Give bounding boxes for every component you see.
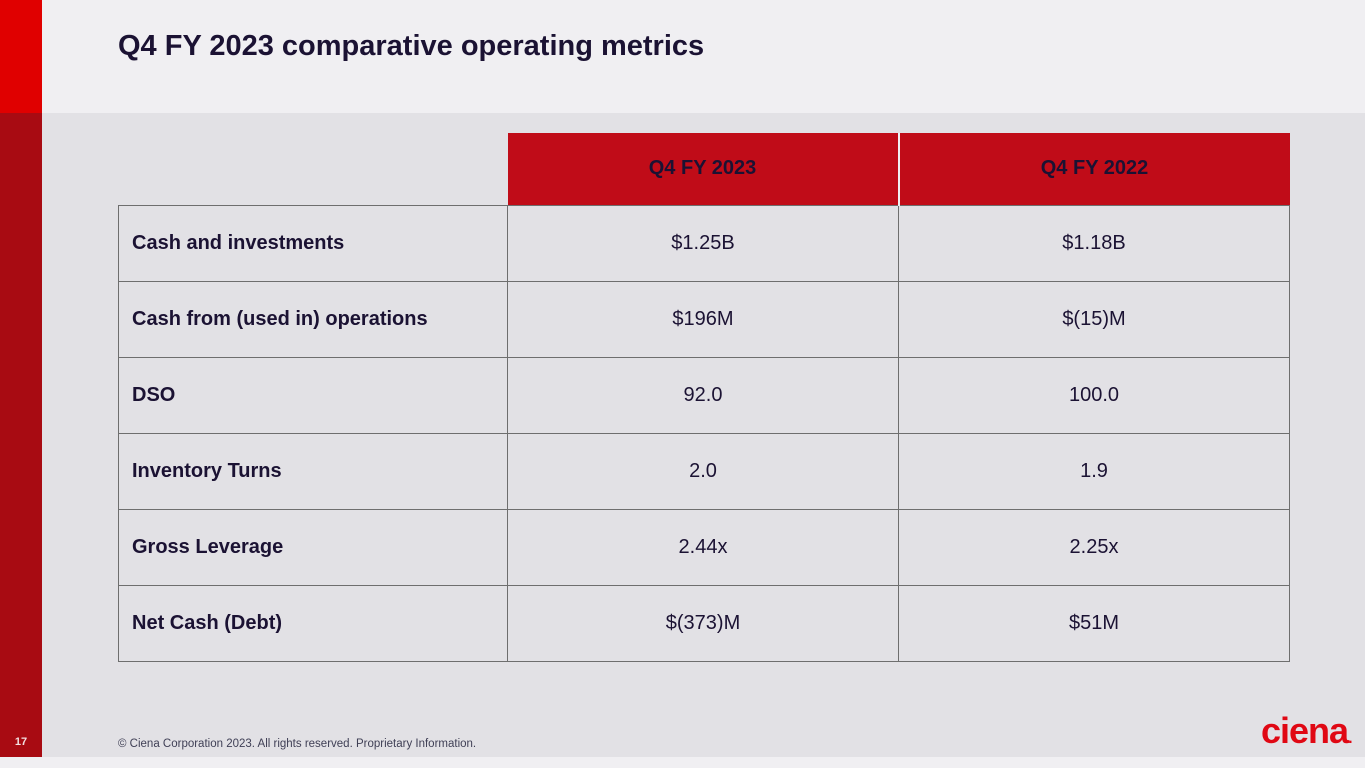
table-row: Gross Leverage 2.44x 2.25x	[118, 508, 1290, 586]
table-row: Cash and investments $1.25B $1.18B	[118, 204, 1290, 282]
row-label: Cash and investments	[118, 204, 508, 282]
title-band	[0, 0, 1365, 113]
row-value: 92.0	[507, 356, 899, 434]
row-value: $1.18B	[898, 204, 1290, 282]
row-label: Cash from (used in) operations	[118, 280, 508, 358]
page-number: 17	[14, 736, 28, 748]
row-value: $(373)M	[507, 584, 899, 662]
row-value: 2.0	[507, 432, 899, 510]
row-value: 2.44x	[507, 508, 899, 586]
ciena-logo-text: ciena	[1261, 710, 1349, 751]
row-value: $196M	[507, 280, 899, 358]
left-accent-bar	[0, 0, 42, 757]
row-value: $(15)M	[898, 280, 1290, 358]
table-row: Cash from (used in) operations $196M $(1…	[118, 280, 1290, 358]
row-value: 100.0	[898, 356, 1290, 434]
ciena-logo: ciena.	[1261, 713, 1353, 749]
bottom-strip	[0, 757, 1365, 768]
slide-title: Q4 FY 2023 comparative operating metrics	[118, 30, 705, 62]
row-label: Net Cash (Debt)	[118, 584, 508, 662]
row-label: DSO	[118, 356, 508, 434]
table-corner-empty-cell	[119, 133, 508, 205]
column-header-q4-fy-2023: Q4 FY 2023	[507, 133, 899, 205]
left-accent-bar-bottom	[0, 113, 42, 757]
table-header-row: Q4 FY 2023 Q4 FY 2022	[119, 133, 1290, 205]
copyright-note: © Ciena Corporation 2023. All rights res…	[118, 738, 477, 750]
row-value: $51M	[898, 584, 1290, 662]
row-label: Gross Leverage	[118, 508, 508, 586]
row-value: 2.25x	[898, 508, 1290, 586]
row-label: Inventory Turns	[118, 432, 508, 510]
row-value: $1.25B	[507, 204, 899, 282]
row-value: 1.9	[898, 432, 1290, 510]
table-row: DSO 92.0 100.0	[118, 356, 1290, 434]
metrics-table: Q4 FY 2023 Q4 FY 2022 Cash and investmen…	[118, 133, 1290, 662]
left-accent-bar-top	[0, 0, 42, 113]
column-header-q4-fy-2022: Q4 FY 2022	[897, 133, 1290, 205]
table-row: Inventory Turns 2.0 1.9	[118, 432, 1290, 510]
ciena-logo-trademark-dot: .	[1348, 730, 1353, 747]
table-row: Net Cash (Debt) $(373)M $51M	[118, 584, 1290, 662]
